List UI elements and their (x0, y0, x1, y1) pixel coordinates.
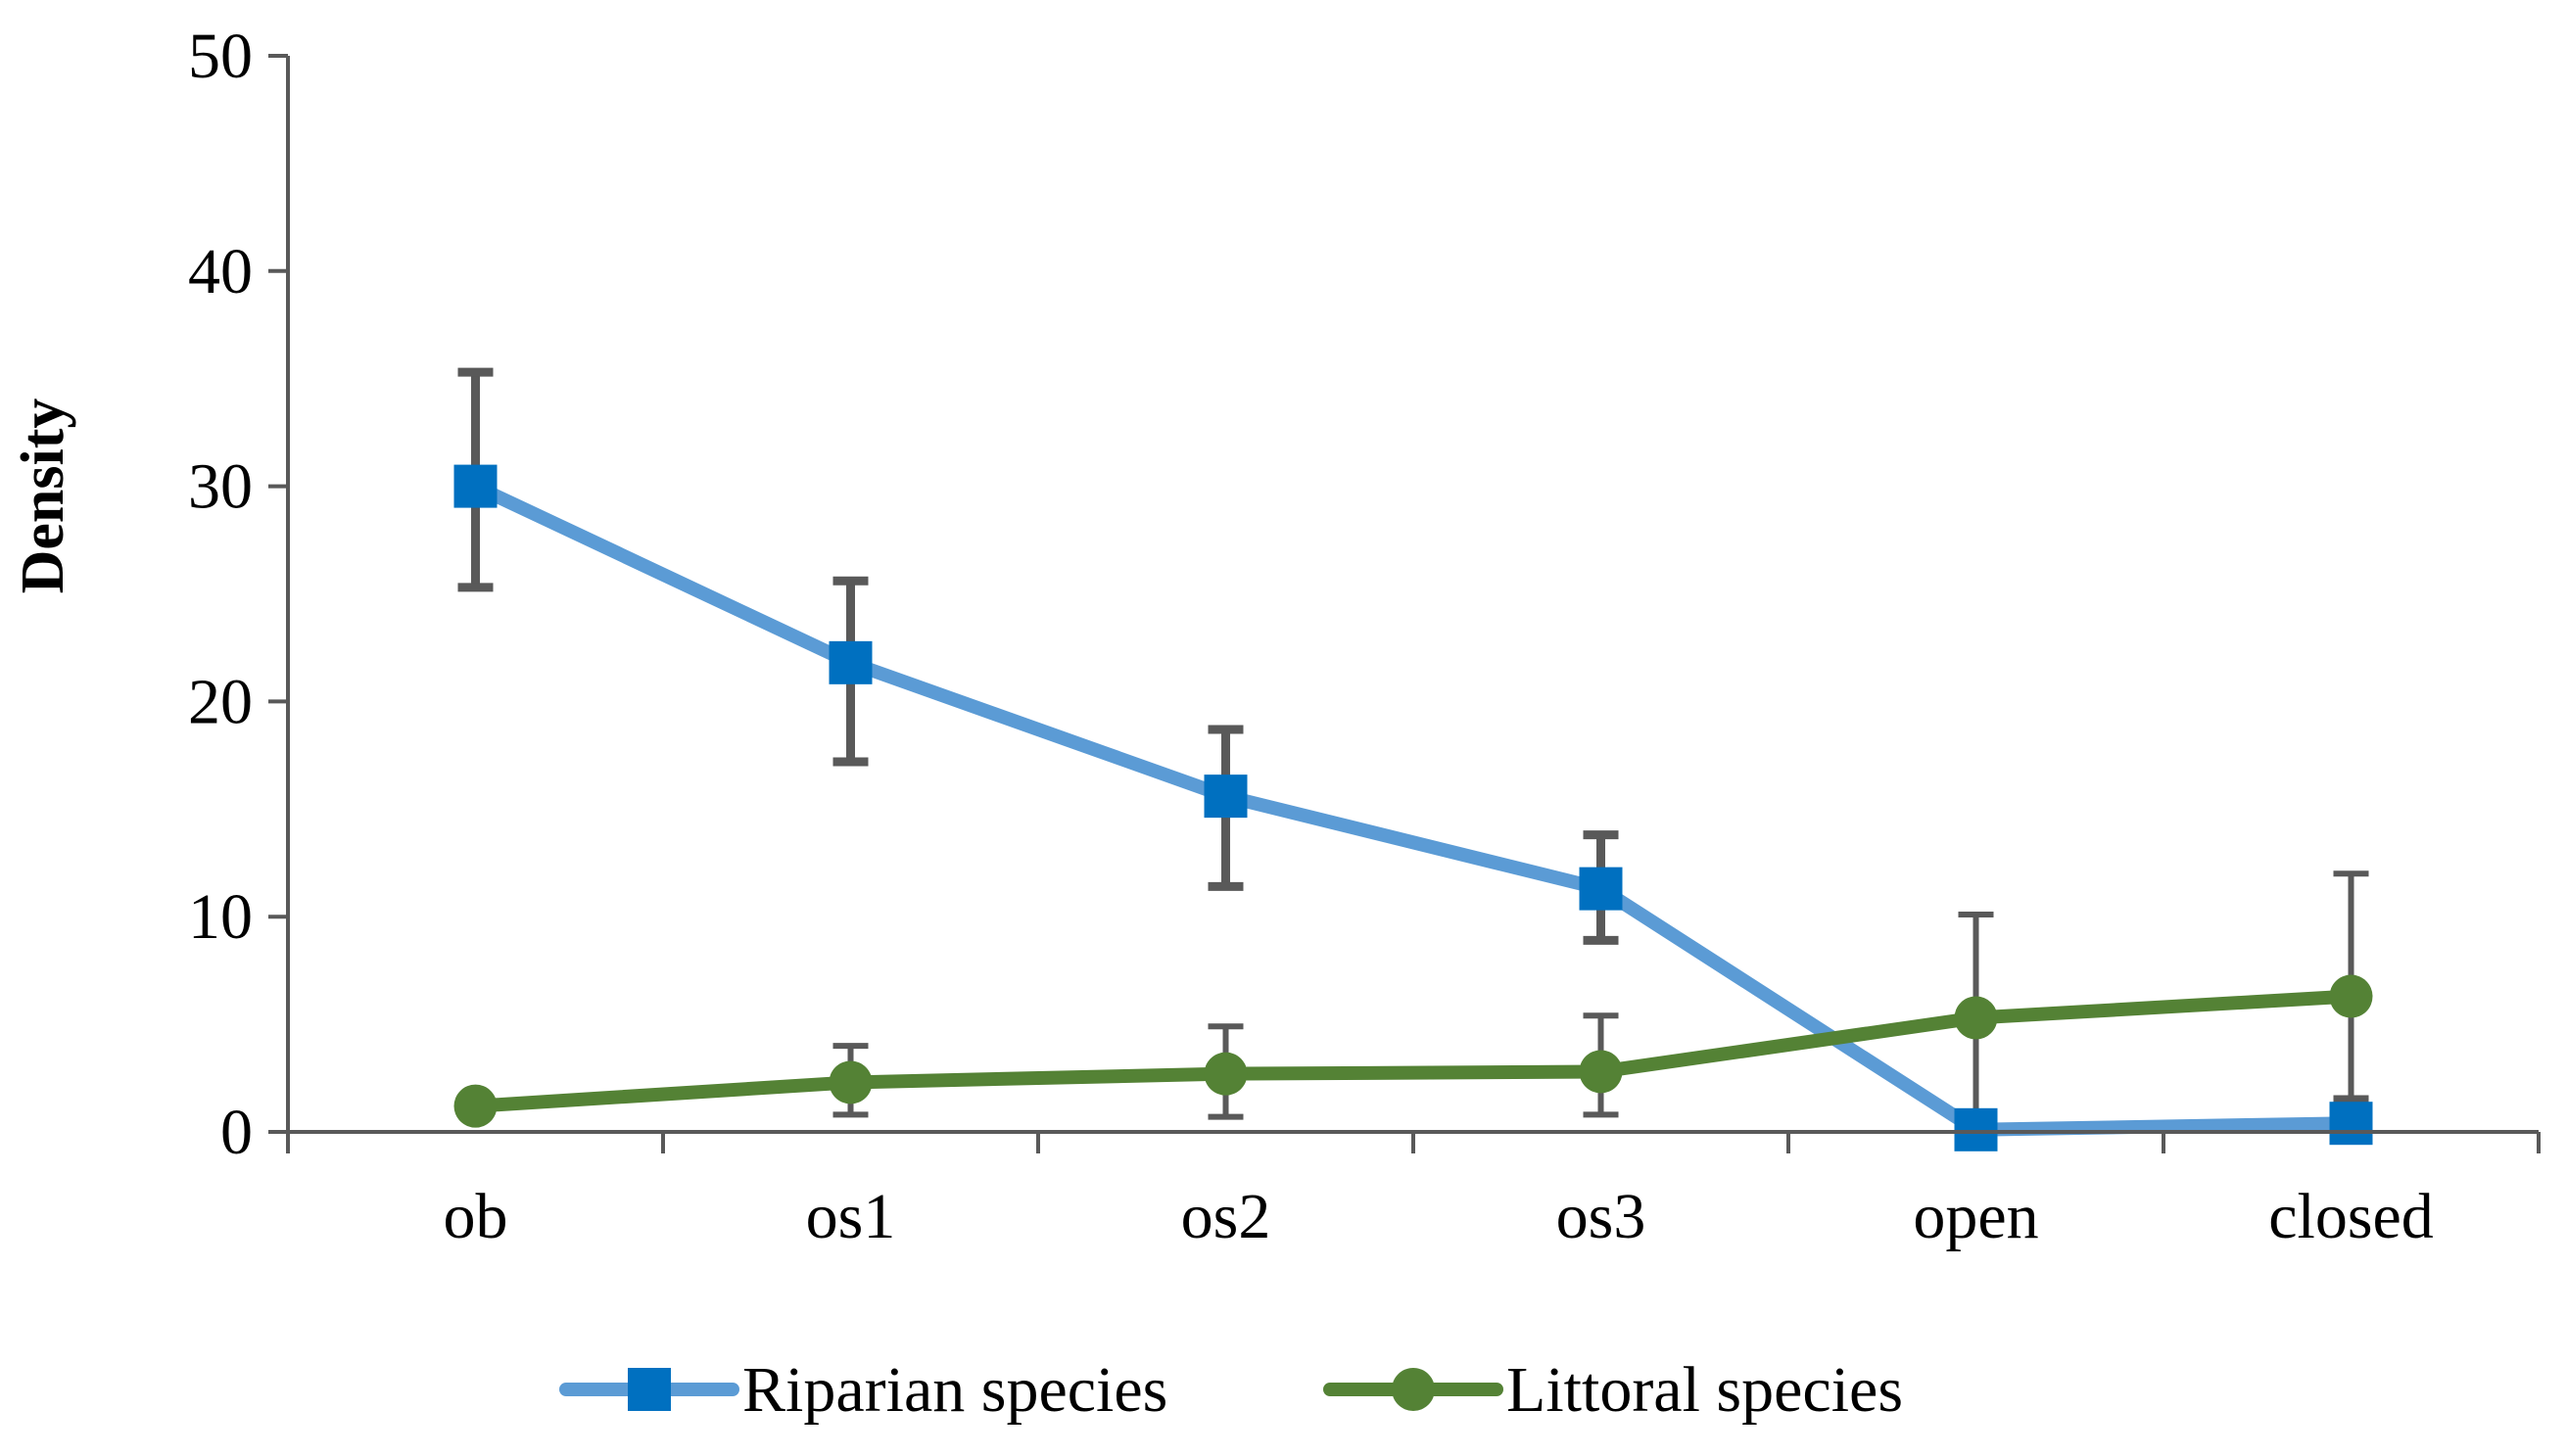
data-point-riparian (453, 464, 498, 508)
legend: Riparian species Littoral species (559, 1354, 1903, 1426)
data-point-riparian (1579, 867, 1623, 911)
series-lines (468, 479, 2358, 1137)
legend-marker-square (628, 1368, 671, 1411)
data-point-riparian (1954, 1107, 1998, 1151)
series-markers (453, 464, 2373, 1151)
legend-label: Riparian species (742, 1354, 1167, 1426)
y-tick-label: 20 (188, 666, 253, 737)
x-tick-label: closed (2268, 1181, 2434, 1252)
series-line-littoral (468, 989, 2358, 1113)
y-tick-label: 0 (220, 1097, 253, 1168)
y-tick-label: 10 (188, 881, 253, 953)
y-axis-title: Density (10, 399, 76, 594)
data-point-littoral (1579, 1050, 1623, 1094)
x-tick-label: ob (444, 1181, 508, 1252)
legend-marker-circle (1392, 1368, 1435, 1411)
x-tick-label: os2 (1181, 1181, 1271, 1252)
y-tick-label: 40 (188, 236, 253, 307)
data-point-littoral (1954, 996, 1998, 1040)
data-point-riparian (829, 640, 873, 684)
data-point-littoral (1204, 1052, 1248, 1096)
x-tick-label: os3 (1556, 1181, 1646, 1252)
y-tick-label: 50 (188, 21, 253, 92)
data-point-riparian (1204, 775, 1248, 819)
x-tick-label: os1 (806, 1181, 896, 1252)
data-point-riparian (2329, 1102, 2373, 1146)
x-tick-label: open (1913, 1181, 2038, 1252)
axes: 0 10 20 30 40 50 ob os1 os2 os3 open closed Density (10, 21, 2541, 1252)
data-point-littoral (829, 1060, 873, 1104)
legend-label: Littoral species (1506, 1354, 1903, 1426)
y-tick-label: 30 (188, 451, 253, 523)
data-point-littoral (2329, 974, 2373, 1018)
series-line-riparian (468, 479, 2358, 1137)
data-point-littoral (453, 1084, 498, 1128)
